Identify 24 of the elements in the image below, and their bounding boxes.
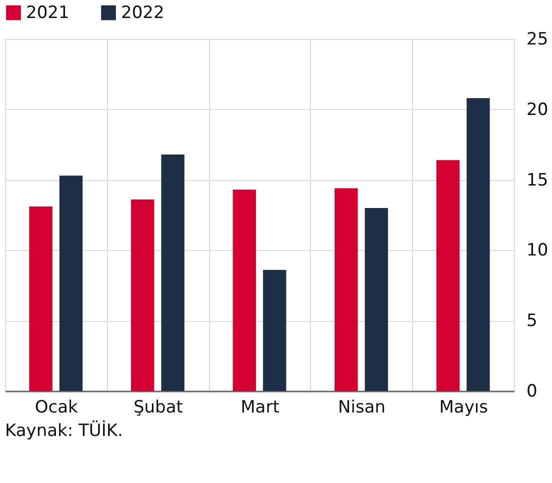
y-tick-label: 5 — [526, 311, 538, 332]
bar — [130, 200, 154, 391]
x-tick-label: Ocak — [34, 398, 78, 418]
y-tick-label: 25 — [526, 30, 548, 50]
bar — [334, 188, 358, 391]
bar — [364, 208, 388, 391]
x-tick-label: Şubat — [133, 398, 184, 418]
x-tick-label: Mayıs — [439, 398, 488, 418]
x-tick-label: Nisan — [338, 398, 386, 418]
legend-label: 2022 — [121, 2, 164, 23]
bar — [436, 160, 460, 391]
y-tick-label: 15 — [526, 170, 548, 190]
bar — [29, 206, 52, 391]
bar — [263, 270, 286, 391]
legend-label: 2021 — [26, 2, 70, 23]
y-tick-label: 20 — [526, 100, 548, 120]
bar — [161, 154, 184, 391]
bar — [232, 190, 256, 391]
text: Kaynak: TÜİK. — [5, 420, 123, 441]
bar — [59, 176, 83, 391]
bar — [466, 98, 490, 391]
y-tick-label: 0 — [526, 382, 538, 402]
x-tick-label: Mart — [240, 398, 280, 418]
y-tick-label: 10 — [526, 240, 548, 261]
